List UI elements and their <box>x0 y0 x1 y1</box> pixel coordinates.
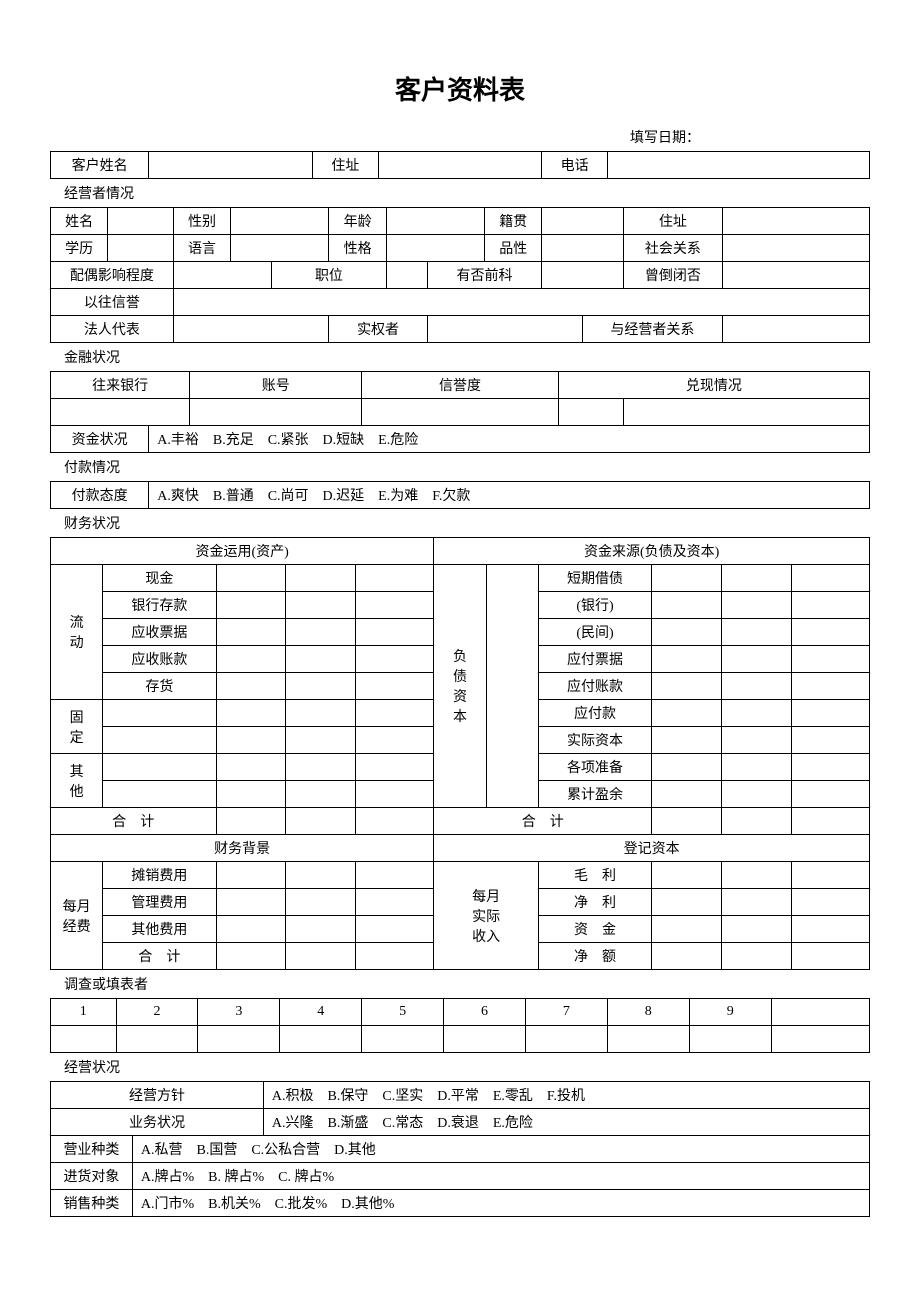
fund-status-table: 资金状况 A.丰裕 B.充足 C.紧张 D.短缺 E.危险 <box>50 426 870 453</box>
cat-other: 其 他 <box>51 754 103 808</box>
section-payment: 付款情况 <box>50 453 870 481</box>
input-lang[interactable] <box>231 235 329 262</box>
label-address: 住址 <box>313 152 379 179</box>
finance-table: 往来银行 账号 信誉度 兑现情况 <box>50 371 870 426</box>
label-bankrupt: 曾倒闭否 <box>624 262 722 289</box>
label-addr2: 住址 <box>624 208 722 235</box>
header-asset-use: 资金运用(资产) <box>51 538 434 565</box>
section-operator: 经营者情况 <box>50 179 870 207</box>
input-bankrupt[interactable] <box>722 262 870 289</box>
customer-basic-table: 客户姓名 住址 电话 <box>50 151 870 179</box>
label-quality: 品性 <box>485 235 542 262</box>
input-credit[interactable] <box>362 399 559 426</box>
bs-opts-4: A.门市% B.机关% C.批发% D.其他% <box>132 1190 869 1217</box>
input-cash1[interactable] <box>558 399 624 426</box>
bs-label-0: 经营方针 <box>51 1082 264 1109</box>
input-native[interactable] <box>542 208 624 235</box>
bs-opts-1: A.兴隆 B.渐盛 C.常态 D.衰退 E.危险 <box>263 1109 869 1136</box>
input-relation[interactable] <box>722 316 870 343</box>
pay-attitude-options: A.爽快 B.普通 C.尚可 D.迟延 E.为难 F.欠款 <box>149 482 870 509</box>
label-social: 社会关系 <box>624 235 722 262</box>
bs-label-2: 营业种类 <box>51 1136 133 1163</box>
label-edu: 学历 <box>51 235 108 262</box>
input-addr2[interactable] <box>722 208 870 235</box>
label-legal: 法人代表 <box>51 316 174 343</box>
label-account: 账号 <box>190 372 362 399</box>
input-social[interactable] <box>722 235 870 262</box>
business-table: 经营方针 A.积极 B.保守 C.坚实 D.平常 E.零乱 F.投机 业务状况 … <box>50 1081 870 1217</box>
input-account[interactable] <box>190 399 362 426</box>
fund-status-options: A.丰裕 B.充足 C.紧张 D.短缺 E.危险 <box>149 426 870 453</box>
label-credit: 信誉度 <box>362 372 559 399</box>
label-pay-attitude: 付款态度 <box>51 482 149 509</box>
input-quality[interactable] <box>542 235 624 262</box>
label-past-credit: 以往信誉 <box>51 289 174 316</box>
input-bank[interactable] <box>51 399 190 426</box>
label-position: 职位 <box>272 262 387 289</box>
label-native: 籍贯 <box>485 208 542 235</box>
cat-liability-blank <box>486 565 538 808</box>
label-sex: 性别 <box>173 208 230 235</box>
input-phone[interactable] <box>607 152 869 179</box>
label-actual: 实权者 <box>329 316 427 343</box>
bs-opts-2: A.私营 B.国营 C.公私合营 D.其他 <box>132 1136 869 1163</box>
header-fin-bg: 财务背景 <box>51 835 434 862</box>
input-edu[interactable] <box>108 235 174 262</box>
label-cash: 兑现情况 <box>558 372 869 399</box>
label-record: 有否前科 <box>427 262 542 289</box>
label-age: 年龄 <box>329 208 386 235</box>
input-record[interactable] <box>542 262 624 289</box>
cat-liability: 负 债 资 本 <box>434 565 486 808</box>
input-cash2[interactable] <box>624 399 870 426</box>
label-bank: 往来银行 <box>51 372 190 399</box>
item-cash: 现金 <box>103 565 216 592</box>
fill-date-label: 填写日期： <box>50 127 870 147</box>
label-lang: 语言 <box>173 235 230 262</box>
input-spouse[interactable] <box>173 262 271 289</box>
input-char[interactable] <box>386 235 484 262</box>
section-business: 经营状况 <box>50 1053 870 1081</box>
item-short-debt: 短期借债 <box>538 565 651 592</box>
label-name: 姓名 <box>51 208 108 235</box>
section-financial: 财务状况 <box>50 509 870 537</box>
input-address[interactable] <box>378 152 542 179</box>
header-liability: 资金来源(负债及资本) <box>434 538 870 565</box>
section-finance: 金融状况 <box>50 343 870 371</box>
right-total: 合 计 <box>434 808 652 835</box>
input-past-credit[interactable] <box>173 289 869 316</box>
label-fund-status: 资金状况 <box>51 426 149 453</box>
page-title: 客户资料表 <box>50 70 870 107</box>
input-actual[interactable] <box>427 316 583 343</box>
left-total: 合 计 <box>51 808 217 835</box>
label-relation: 与经营者关系 <box>583 316 722 343</box>
cat-liquid: 流 动 <box>51 565 103 700</box>
bs-label-4: 销售种类 <box>51 1190 133 1217</box>
investigator-table: 1 2 3 4 5 6 7 8 9 <box>50 998 870 1053</box>
label-customer-name: 客户姓名 <box>51 152 149 179</box>
header-reg-capital: 登记资本 <box>434 835 870 862</box>
input-age[interactable] <box>386 208 484 235</box>
cat-fixed: 固 定 <box>51 700 103 754</box>
label-phone: 电话 <box>542 152 608 179</box>
bs-label-1: 业务状况 <box>51 1109 264 1136</box>
input-sex[interactable] <box>231 208 329 235</box>
input-position[interactable] <box>386 262 427 289</box>
label-char: 性格 <box>329 235 386 262</box>
label-spouse: 配偶影响程度 <box>51 262 174 289</box>
bs-opts-3: A.牌占% B. 牌占% C. 牌占% <box>132 1163 869 1190</box>
input-legal[interactable] <box>173 316 329 343</box>
input-customer-name[interactable] <box>149 152 313 179</box>
input-name[interactable] <box>108 208 174 235</box>
cat-monthly-income: 每月 实际 收入 <box>434 862 539 970</box>
payment-table: 付款态度 A.爽快 B.普通 C.尚可 D.迟延 E.为难 F.欠款 <box>50 481 870 509</box>
bs-label-3: 进货对象 <box>51 1163 133 1190</box>
cat-monthly-exp: 每月 经费 <box>51 862 103 970</box>
operator-table: 姓名 性别 年龄 籍贯 住址 学历 语言 性格 品性 社会关系 配偶影响程度 <box>50 207 870 343</box>
section-investigator: 调查或填表者 <box>50 970 870 998</box>
bs-opts-0: A.积极 B.保守 C.坚实 D.平常 E.零乱 F.投机 <box>263 1082 869 1109</box>
financial-status-table: 资金运用(资产) 资金来源(负债及资本) 流 动 现金 负 债 资 本 短期借债… <box>50 537 870 970</box>
